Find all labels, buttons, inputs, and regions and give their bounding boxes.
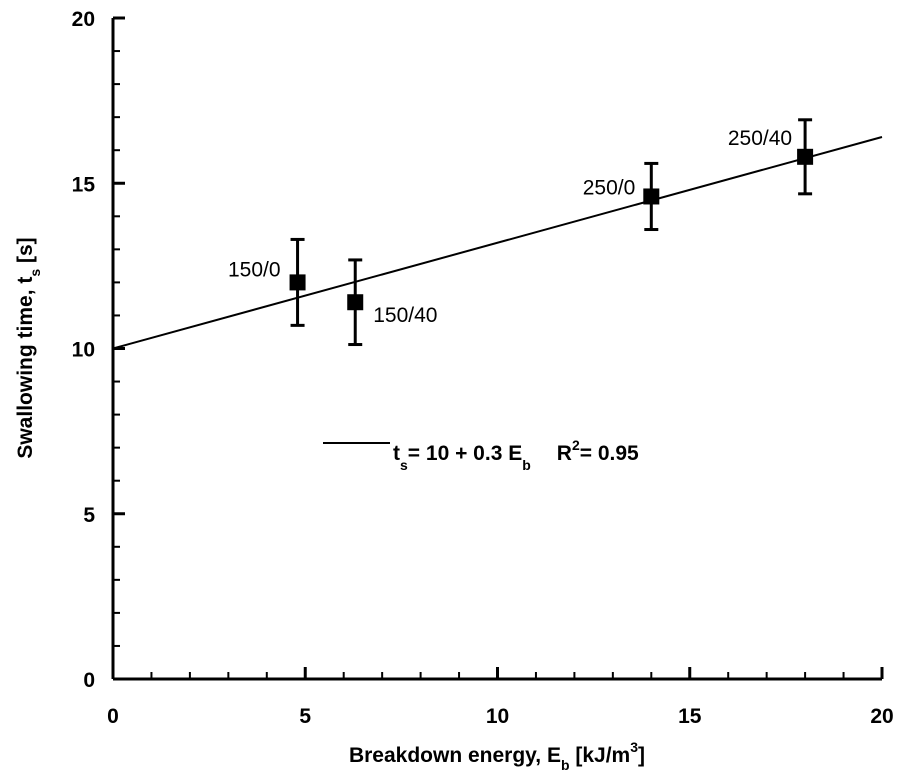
x-axis-label-part: 3 [630,739,638,755]
legend-part: s [400,457,408,473]
fit-line [112,136,883,350]
y-axis-label-part: [s] [14,237,37,269]
x-tick-label: 5 [299,705,311,728]
legend-text: ts= 10 + 0.3 Eb R2= 0.95 [393,437,639,473]
point [289,274,306,291]
x-tick-label: 10 [486,705,509,728]
x-axis-label-part: Breakdown energy, E [349,744,561,767]
y-tick-label: 15 [72,173,96,196]
y-axis-label-part: Swallowing time, t [14,277,37,459]
y-tick-label: 5 [83,504,95,527]
legend-part: = 0.95 [580,442,639,465]
x-axis-label-part: ] [638,744,645,767]
y-tick-label: 10 [72,339,95,362]
y-tick-label: 20 [72,8,95,31]
legend-part: R [557,442,572,465]
point [643,188,660,205]
legend-part: b [522,457,531,473]
y-tick-label: 0 [83,669,95,692]
x-axis-label-part: b [561,757,570,773]
point [797,148,814,165]
x-tick-label: 15 [678,705,702,728]
point-label: 150/0 [228,258,281,281]
point [347,294,364,311]
x-axis-label-part: [kJ/m [570,744,631,767]
y-axis-label-part: s [27,269,43,277]
legend-part: t [393,442,400,465]
legend-part: = 10 + 0.3 E [408,442,522,465]
point-label: 250/0 [583,176,636,199]
point-label: 150/40 [373,304,437,327]
x-axis-label: Breakdown energy, Eb [kJ/m3] [349,739,645,773]
legend-part: 2 [572,437,580,453]
y-axis-label: Swallowing time, ts [s] [14,237,43,458]
point-label: 250/40 [728,127,792,150]
x-tick-label: 20 [870,705,893,728]
x-tick-label: 0 [107,705,119,728]
